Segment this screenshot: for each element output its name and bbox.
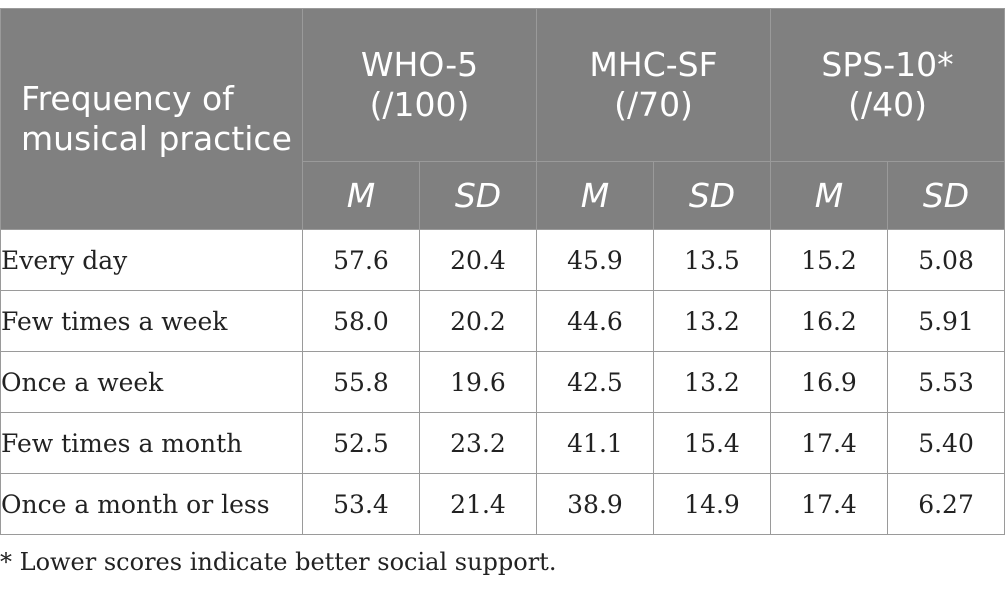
header-mhcsf: MHC-SF (/70)	[535, 8, 772, 162]
row-label: Once a month or less	[0, 473, 303, 535]
row-label: Few times a week	[0, 290, 303, 352]
cell-mhcsf-sd: 15.4	[652, 412, 772, 474]
cell-mhcsf-mean: 38.9	[536, 473, 654, 535]
cell-who5-mean: 57.6	[302, 229, 420, 291]
cell-mhcsf-mean: 41.1	[536, 412, 654, 474]
subheader-mhcsf-sd: SD	[652, 161, 772, 230]
cell-sps10-mean: 17.4	[770, 412, 889, 474]
cell-who5-sd: 21.4	[419, 473, 537, 535]
cell-mhcsf-mean: 44.6	[536, 290, 654, 352]
cell-mhcsf-sd: 13.2	[652, 351, 772, 413]
subheader-who5-mean: M	[302, 161, 420, 230]
cell-mhcsf-sd: 13.5	[652, 229, 772, 291]
cell-who5-mean: 55.8	[302, 351, 420, 413]
table-row: Once a month or less 53.4 21.4 38.9 14.9…	[0, 473, 1005, 535]
cell-sps10-sd: 6.27	[887, 473, 1005, 535]
table-row: Every day 57.6 20.4 45.9 13.5 15.2 5.08	[0, 229, 1005, 291]
table-footnote: * Lower scores indicate better social su…	[0, 548, 557, 576]
cell-who5-mean: 58.0	[302, 290, 420, 352]
table-row: Few times a week 58.0 20.2 44.6 13.2 16.…	[0, 290, 1005, 352]
table-row: Once a week 55.8 19.6 42.5 13.2 16.9 5.5…	[0, 351, 1005, 413]
header-who5: WHO-5 (/100)	[302, 8, 537, 162]
subheader-mhcsf-mean: M	[536, 161, 654, 230]
cell-sps10-mean: 16.9	[770, 351, 889, 413]
table-row: Few times a month 52.5 23.2 41.1 15.4 17…	[0, 412, 1005, 474]
cell-sps10-sd: 5.53	[887, 351, 1005, 413]
subheader-sps10-mean: M	[770, 161, 889, 230]
cell-sps10-sd: 5.08	[887, 229, 1005, 291]
cell-sps10-mean: 17.4	[770, 473, 889, 535]
subheader-sps10-sd: SD	[887, 161, 1005, 230]
header-who5-name: WHO-5	[360, 45, 479, 84]
header-who5-range: (/100)	[369, 85, 470, 124]
header-mhcsf-name: MHC-SF	[589, 45, 718, 84]
cell-who5-mean: 53.4	[302, 473, 420, 535]
cell-who5-sd: 20.4	[419, 229, 537, 291]
cell-who5-sd: 19.6	[419, 351, 537, 413]
header-sps10-marker: *	[937, 45, 954, 84]
row-label: Once a week	[0, 351, 303, 413]
subheader-who5-sd: SD	[419, 161, 537, 230]
cell-sps10-sd: 5.40	[887, 412, 1005, 474]
cell-mhcsf-sd: 13.2	[652, 290, 772, 352]
cell-sps10-sd: 5.91	[887, 290, 1005, 352]
results-table: Frequency of musical practice WHO-5 (/10…	[0, 8, 1005, 535]
cell-who5-mean: 52.5	[302, 412, 420, 474]
cell-who5-sd: 20.2	[419, 290, 537, 352]
header-sps10-range: (/40)	[848, 85, 927, 124]
cell-sps10-mean: 15.2	[770, 229, 889, 291]
header-sps10: SPS-10* (/40)	[770, 8, 1005, 162]
header-sps10-name: SPS-10	[821, 45, 938, 84]
cell-mhcsf-mean: 42.5	[536, 351, 654, 413]
cell-who5-sd: 23.2	[419, 412, 537, 474]
cell-mhcsf-sd: 14.9	[652, 473, 772, 535]
cell-sps10-mean: 16.2	[770, 290, 889, 352]
header-mhcsf-range: (/70)	[614, 85, 693, 124]
header-frequency: Frequency of musical practice	[0, 8, 303, 230]
cell-mhcsf-mean: 45.9	[536, 229, 654, 291]
row-label: Every day	[0, 229, 303, 291]
row-label: Few times a month	[0, 412, 303, 474]
